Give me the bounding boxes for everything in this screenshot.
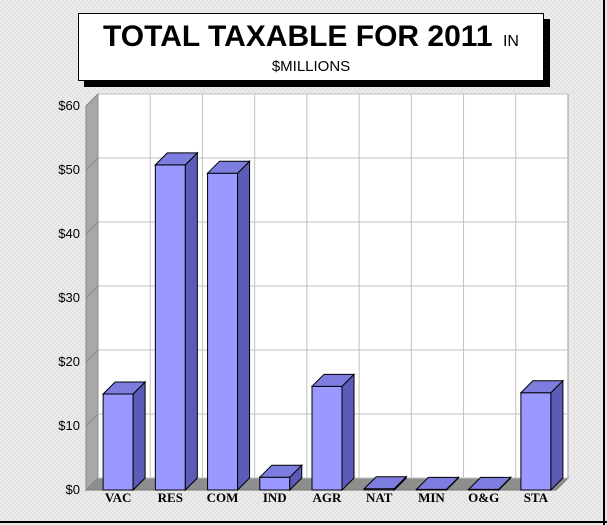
bar-top [101,381,147,395]
gridline-side [85,477,99,491]
bar-front [102,393,134,491]
bar-side [550,379,564,492]
bar [310,373,356,492]
y-tick-label: $40 [58,226,80,241]
x-tick-label: RES [158,490,183,505]
bar-top [206,160,251,174]
x-tick-label: O&G [468,490,499,505]
bar [363,475,408,492]
bar [519,379,565,492]
bar [258,463,303,492]
x-tick-label: VAC [105,490,132,505]
chart-subtitle: $MILLIONS [271,58,351,75]
chart-title-box: TOTAL TAXABLE FOR 2011 IN $MILLIONS [78,13,544,81]
bar [415,476,460,492]
y-tick-label: $60 [58,98,80,113]
chart-title: TOTAL TAXABLE FOR 2011 [103,20,493,53]
x-tick-label: MIN [418,490,445,505]
gridline-side [85,349,99,363]
bar [467,476,512,492]
bar-side [184,151,198,492]
x-tick-label: AGR [313,490,343,505]
y-tick-label: $0 [66,482,80,497]
gridline-side [85,157,99,171]
y-tick-label: $50 [58,162,80,177]
chart-title-suffix: IN [502,33,519,50]
bar-top [258,464,303,478]
bar-side [237,159,251,492]
bar-top [467,476,512,490]
bar-front [520,392,552,491]
bar-top [310,373,356,387]
gridline-side [85,93,99,107]
bar-front [259,476,291,491]
bar-top [154,152,199,166]
x-tick-label: IND [263,490,287,505]
gridline-side [85,285,99,299]
x-tick-label: NAT [366,490,393,505]
x-axis-ticks: VAC RES COM IND AGR NAT MIN O&G STA [105,490,549,505]
bar [206,159,251,492]
y-tick-label: $20 [58,354,80,369]
bar-front [311,385,343,491]
gridline-side [85,413,99,427]
bar-front [207,172,239,491]
bar-front [154,164,186,491]
gridline-side [85,221,99,235]
y-tick-label: $10 [58,418,80,433]
y-axis-ticks: $0 $10 $20 $30 $40 $50 $60 [58,98,80,497]
bar-side [132,380,146,492]
bar [154,151,199,492]
bar-side [341,373,355,492]
x-tick-label: COM [207,490,239,505]
bar [101,380,147,492]
bar-top [363,476,408,490]
bar-top [415,476,460,490]
x-tick-label: STA [524,490,549,505]
y-tick-label: $30 [58,290,80,305]
bar-top [519,380,565,394]
chart-bars [101,151,565,492]
